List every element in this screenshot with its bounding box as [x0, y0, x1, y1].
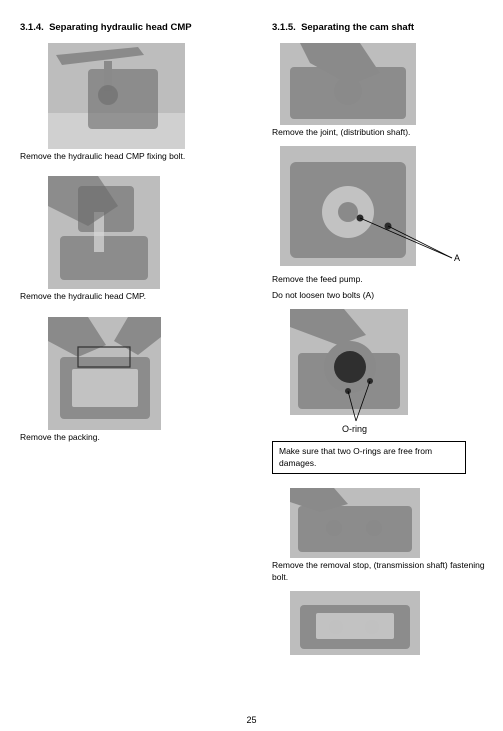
annotation-a-label: A: [454, 253, 460, 263]
figure-right-2-wrap: A: [272, 146, 492, 272]
figure-right-3: O-ring: [290, 309, 450, 437]
section-heading: Separating the cam shaft: [301, 22, 414, 33]
section-heading: Separating hydraulic head CMP: [49, 22, 192, 33]
caption-right-4: Remove the removal stop, (transmission s…: [272, 560, 492, 583]
caption-left-1: Remove the hydraulic head CMP fixing bol…: [20, 151, 240, 162]
caption-left-2: Remove the hydraulic head CMP.: [20, 291, 240, 302]
caption-right-2a: Remove the feed pump.: [272, 274, 492, 285]
section-number: 3.1.4.: [20, 22, 44, 33]
section-title-right: 3.1.5. Separating the cam shaft: [272, 22, 492, 33]
left-column: 3.1.4. Separating hydraulic head CMP Rem…: [20, 22, 240, 443]
figure-right-4: [290, 488, 420, 558]
right-column: 3.1.5. Separating the cam shaft Remove t…: [272, 22, 492, 657]
figure-left-3: [48, 317, 161, 430]
figure-left-1: [48, 43, 185, 149]
section-title-left: 3.1.4. Separating hydraulic head CMP: [20, 22, 240, 33]
page-number: 25: [0, 715, 503, 725]
section-number: 3.1.5.: [272, 22, 296, 33]
figure-left-2: [48, 176, 160, 289]
caption-right-2b: Do not loosen two bolts (A): [272, 290, 492, 301]
caption-left-3: Remove the packing.: [20, 432, 240, 443]
annotation-oring-label: O-ring: [342, 424, 367, 434]
figure-right-1: [280, 43, 416, 125]
figure-right-2: A: [280, 146, 470, 272]
note-box-oring: Make sure that two O-rings are free from…: [272, 441, 466, 474]
figure-right-5: [290, 591, 420, 655]
caption-right-1: Remove the joint, (distribution shaft).: [272, 127, 492, 138]
